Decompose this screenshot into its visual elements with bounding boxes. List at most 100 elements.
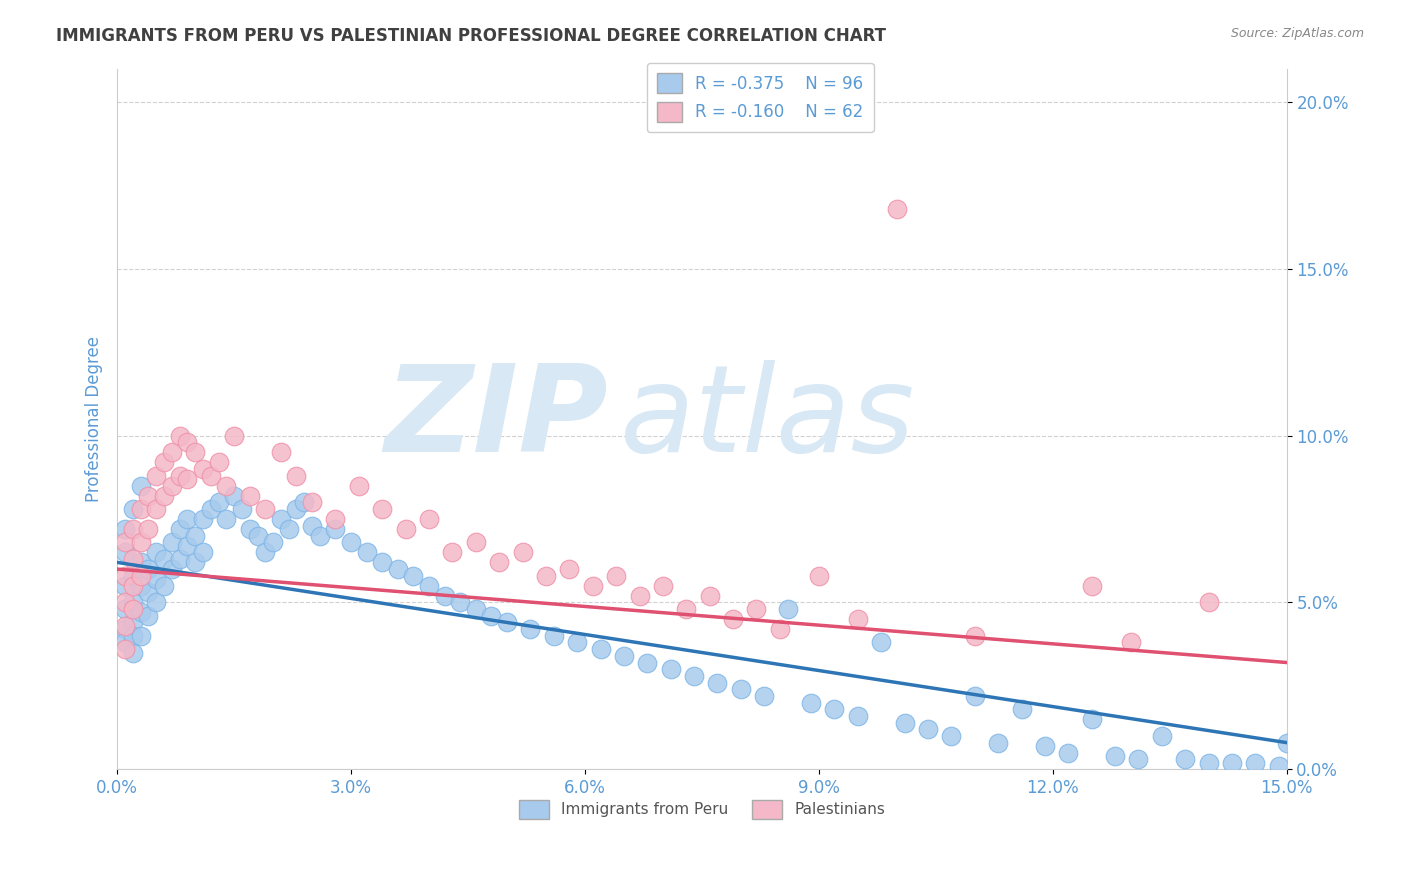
Point xyxy=(356,545,378,559)
Point xyxy=(1174,752,1197,766)
Point xyxy=(138,522,160,536)
Point xyxy=(730,682,752,697)
Point xyxy=(1033,739,1056,753)
Point xyxy=(285,468,308,483)
Point xyxy=(1011,702,1033,716)
Point xyxy=(395,522,418,536)
Point xyxy=(371,555,394,569)
Point xyxy=(464,602,486,616)
Point xyxy=(270,512,292,526)
Point xyxy=(309,529,332,543)
Point xyxy=(169,522,191,536)
Point xyxy=(387,562,409,576)
Point xyxy=(121,522,143,536)
Point xyxy=(846,709,869,723)
Point xyxy=(1244,756,1267,770)
Point xyxy=(301,518,323,533)
Point xyxy=(325,512,347,526)
Point xyxy=(519,622,541,636)
Point xyxy=(169,428,191,442)
Point xyxy=(246,529,269,543)
Point xyxy=(114,595,136,609)
Point xyxy=(145,468,167,483)
Point xyxy=(1150,729,1173,743)
Point xyxy=(441,545,464,559)
Point xyxy=(347,478,370,492)
Point xyxy=(402,568,425,582)
Point xyxy=(683,669,706,683)
Point xyxy=(987,736,1010,750)
Point xyxy=(129,535,152,549)
Point xyxy=(1220,756,1243,770)
Point xyxy=(534,568,557,582)
Point xyxy=(893,715,915,730)
Point xyxy=(224,489,246,503)
Point xyxy=(1198,595,1220,609)
Point xyxy=(114,619,136,633)
Point xyxy=(464,535,486,549)
Point xyxy=(169,468,191,483)
Point xyxy=(1275,736,1298,750)
Point xyxy=(184,445,207,459)
Y-axis label: Professional Degree: Professional Degree xyxy=(86,336,103,502)
Point xyxy=(114,568,136,582)
Point xyxy=(699,589,721,603)
Point xyxy=(292,495,315,509)
Point xyxy=(917,723,939,737)
Point xyxy=(153,552,176,566)
Point xyxy=(886,202,908,216)
Point xyxy=(262,535,284,549)
Point xyxy=(941,729,963,743)
Point xyxy=(239,489,262,503)
Point xyxy=(138,562,160,576)
Point xyxy=(651,579,673,593)
Point xyxy=(176,539,198,553)
Point xyxy=(1080,712,1102,726)
Text: Source: ZipAtlas.com: Source: ZipAtlas.com xyxy=(1230,27,1364,40)
Point xyxy=(114,602,136,616)
Point xyxy=(745,602,768,616)
Point xyxy=(114,522,136,536)
Point xyxy=(145,595,167,609)
Point xyxy=(138,608,160,623)
Point xyxy=(270,445,292,459)
Point xyxy=(659,662,682,676)
Point xyxy=(605,568,627,582)
Point xyxy=(121,595,143,609)
Point xyxy=(191,545,214,559)
Point xyxy=(963,689,986,703)
Point xyxy=(285,502,308,516)
Point xyxy=(207,455,229,469)
Point xyxy=(1104,748,1126,763)
Point xyxy=(1080,579,1102,593)
Point xyxy=(129,568,152,582)
Point xyxy=(558,562,581,576)
Point xyxy=(129,478,152,492)
Point xyxy=(129,579,152,593)
Point xyxy=(870,635,893,649)
Point xyxy=(1268,759,1291,773)
Point xyxy=(325,522,347,536)
Point xyxy=(121,552,143,566)
Point xyxy=(160,562,183,576)
Point xyxy=(176,512,198,526)
Point xyxy=(129,606,152,620)
Point xyxy=(160,445,183,459)
Point xyxy=(488,555,510,569)
Point xyxy=(153,579,176,593)
Point xyxy=(481,608,503,623)
Point xyxy=(176,435,198,450)
Point xyxy=(254,545,277,559)
Point xyxy=(138,585,160,599)
Point xyxy=(807,568,830,582)
Point xyxy=(582,579,605,593)
Point xyxy=(512,545,534,559)
Point xyxy=(160,478,183,492)
Point xyxy=(823,702,845,716)
Point xyxy=(565,635,588,649)
Point xyxy=(589,642,612,657)
Point xyxy=(963,629,986,643)
Point xyxy=(846,612,869,626)
Point xyxy=(224,428,246,442)
Point xyxy=(800,696,823,710)
